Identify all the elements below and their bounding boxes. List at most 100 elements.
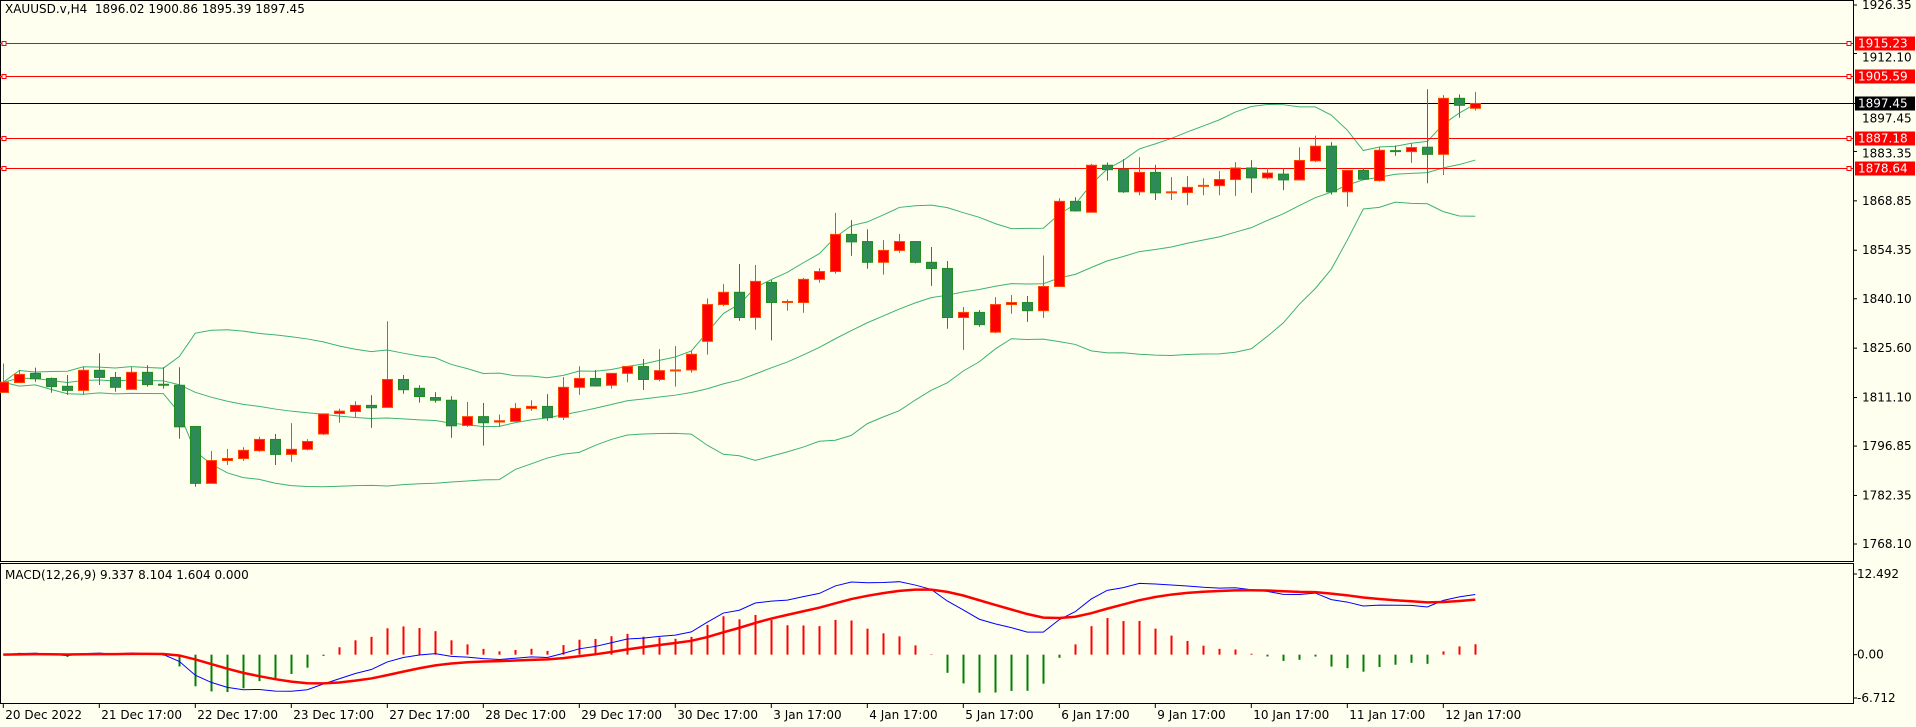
macd-main-line [3,581,1476,692]
bullish-candle [702,298,713,355]
candle-body [334,410,345,415]
bullish-candle [14,369,25,384]
bearish-candle [1390,145,1401,156]
candle-body [1022,302,1033,312]
bullish-candle [1438,95,1449,176]
candle-body [942,267,953,319]
candle-body [1102,164,1113,171]
bullish-candle [238,447,249,461]
candle-body [206,460,217,484]
bullish-candle [1006,295,1017,314]
candle-body [0,381,9,393]
time-axis-label: 23 Dec 17:00 [293,708,374,722]
candle-body [302,440,313,450]
bullish-candle [382,321,393,408]
candle-body [1214,179,1225,187]
candle-body [1470,102,1481,109]
candle-body [494,420,505,423]
candle-body [1118,168,1129,193]
candle-body [558,386,569,418]
candle-body [1358,169,1369,180]
bullish-candle [878,240,889,275]
candle-body [46,377,57,388]
candle-body [1262,172,1273,179]
bearish-candle [542,394,553,421]
bullish-candle [1166,177,1177,200]
bullish-candle [334,408,345,423]
bullish-candle [1374,146,1385,182]
level-anchor-handle[interactable] [1,166,7,171]
price-axis-label: 1811.10 [1862,391,1912,405]
bearish-candle [590,369,601,387]
bearish-candle [846,220,857,256]
candle-body [190,425,201,484]
bearish-candle [1422,89,1433,184]
candle-body [862,241,873,263]
bullish-candle [782,299,793,311]
macd-axis-label: 0.00 [1857,648,1884,662]
candle-body [542,405,553,419]
price-axis-label: 1912.10 [1862,51,1912,65]
candle-body [30,372,41,380]
level-anchor-handle[interactable] [1,74,7,79]
candle-body [174,384,185,428]
bearish-candle [910,241,921,264]
level-price-tag [1855,69,1915,84]
bullish-candle [1230,162,1241,196]
candle-body [1294,159,1305,181]
bullish-candle [1310,135,1321,163]
bullish-candle [254,436,265,452]
time-axis-label: 4 Jan 17:00 [869,708,937,722]
bearish-candle [270,433,281,465]
ohlc-readout: 1896.02 1900.86 1895.39 1897.45 [94,2,305,16]
candle-body [894,241,905,251]
candle-body [1422,146,1433,155]
candle-body [14,373,25,384]
bearish-candle [1246,160,1257,193]
candle-body [366,404,377,409]
bullish-candle [830,212,841,274]
bearish-candle [1150,164,1161,200]
candle-body [974,311,985,326]
price-axis-label: 1897.45 [1862,111,1912,125]
candle-body [574,377,585,388]
bearish-candle [1454,94,1465,118]
bullish-candle [670,346,681,387]
bearish-candle [478,402,489,446]
level-anchor-handle[interactable] [1846,41,1852,46]
candle-body [750,280,761,319]
level-anchor-handle[interactable] [1,136,7,141]
candle-body [382,378,393,408]
candle-body [670,369,681,372]
candle-body [766,281,777,304]
candle-body [1246,167,1257,179]
bearish-candle [62,375,73,395]
candle-body [622,366,633,374]
bearish-candle [398,375,409,394]
level-anchor-handle[interactable] [1846,136,1852,141]
candle-body [1278,173,1289,181]
candle-body [926,261,937,269]
level-anchor-handle[interactable] [1846,166,1852,171]
bullish-candle [1198,178,1209,196]
bullish-candle [206,451,217,484]
bearish-candle [974,310,985,327]
candle-body [462,416,473,426]
level-anchor-handle[interactable] [1846,74,1852,79]
candle-body [814,271,825,280]
candle-body [398,378,409,391]
bullish-candle [1470,91,1481,111]
time-axis-label: 3 Jan 17:00 [773,708,841,722]
candle-body [718,291,729,306]
bearish-candle [30,367,41,382]
candle-body [510,407,521,422]
bollinger-middle-band [3,159,1476,428]
candle-body [782,300,793,303]
bearish-candle [1102,162,1113,181]
bearish-candle [1326,142,1337,195]
bullish-candle [1182,176,1193,206]
price-axis-label: 1796.85 [1862,439,1912,453]
level-anchor-handle[interactable] [1,41,7,46]
bearish-candle [862,229,873,269]
